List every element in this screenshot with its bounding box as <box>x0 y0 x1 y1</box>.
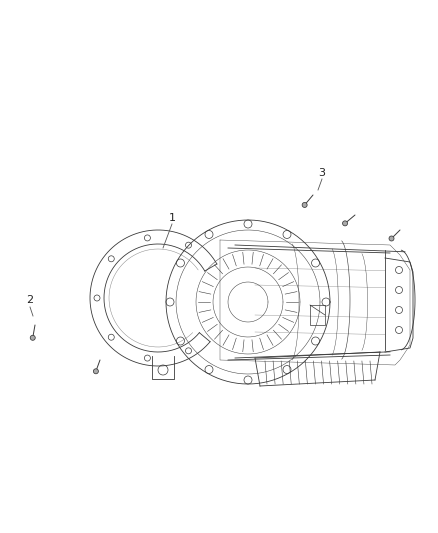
Text: 3: 3 <box>318 168 325 178</box>
Circle shape <box>93 369 99 374</box>
Circle shape <box>30 335 35 340</box>
Text: 1: 1 <box>169 213 176 223</box>
Circle shape <box>343 221 347 226</box>
Text: 2: 2 <box>26 295 34 305</box>
Circle shape <box>389 236 394 241</box>
Circle shape <box>302 203 307 207</box>
